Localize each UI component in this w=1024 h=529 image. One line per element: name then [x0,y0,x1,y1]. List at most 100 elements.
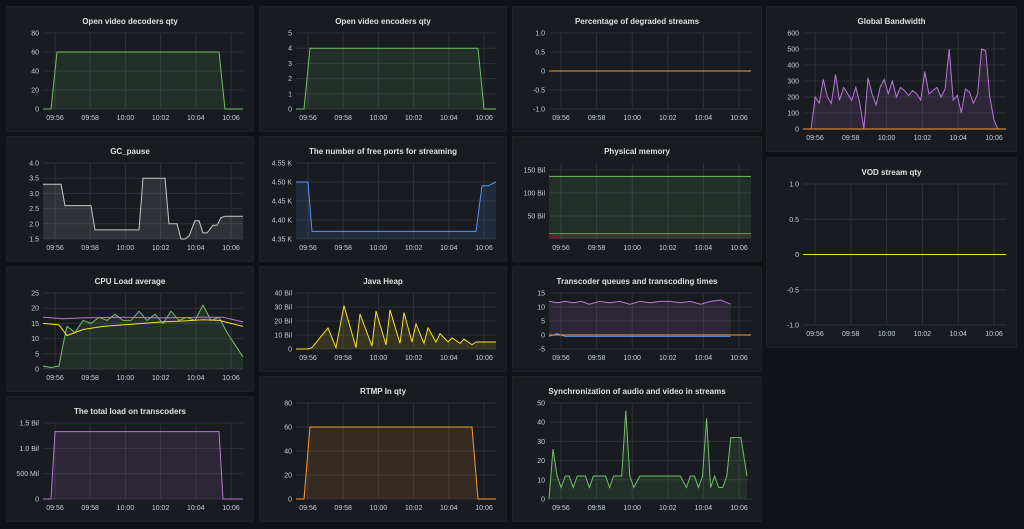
x-tick-label: 09:58 [334,355,352,362]
x-tick-label: 10:00 [370,115,388,122]
y-tick-label: 4.40 K [272,218,293,225]
x-tick-label: 10:00 [117,245,135,252]
y-tick-label: 100 [787,111,799,118]
x-tick-label: 10:02 [914,135,932,142]
chart-rtmp: 0 20 40 60 80 09:56 09:58 10:00 10:02 10:04 10:06 [284,401,496,512]
y-tick-label: 400 [787,63,799,70]
panel-bandwidth[interactable]: Global Bandwidth 0 100 200 300 400 500 600 09:56… [766,6,1017,152]
panel-title[interactable]: Transcoder queues and transcoding times [556,277,718,286]
x-tick-label: 09:56 [299,245,317,252]
panel-javaheap[interactable]: Java Heap 0 10 Bil 20 Bil 30 Bil 40 Bil 09:56 0… [259,266,507,372]
x-tick-label: 10:00 [117,115,135,122]
panel-rtmp[interactable]: RTMP In qty 0 20 40 60 80 09:56 09:58 10:00 10:02… [259,376,507,522]
x-tick-label: 10:06 [222,115,240,122]
panel-title[interactable]: Open video encoders qty [335,17,431,26]
y-tick-label: -1.0 [787,323,799,330]
y-tick-label: 0 [288,497,292,504]
y-tick-label: 150 Bil [524,167,546,174]
y-tick-label: 20 Bil [274,319,292,326]
y-tick-label: 10 Bil [274,333,292,340]
panel-title[interactable]: Physical memory [604,147,670,156]
series-line [42,304,244,369]
y-tick-label: 30 Bil [274,305,292,312]
x-tick-label: 10:00 [623,245,641,252]
x-tick-label: 10:02 [659,115,677,122]
y-tick-label: 100 Bil [524,190,546,197]
y-tick-label: 5 [288,31,292,38]
y-tick-label: 0 [541,69,545,76]
y-tick-label: 40 [284,449,292,456]
y-tick-label: -0.5 [533,88,545,95]
panel-title[interactable]: Global Bandwidth [857,17,926,26]
x-tick-label: 09:56 [46,505,64,512]
y-tick-label: 2 [288,76,292,83]
y-tick-label: 600 [787,31,799,38]
y-tick-label: 0 [35,497,39,504]
y-tick-label: 0 [288,347,292,354]
panel-memory[interactable]: Physical memory 50 Bil 100 Bil 150 Bil 09:56… [512,136,762,262]
panel-title[interactable]: Java Heap [363,277,403,286]
x-tick-label: 10:02 [659,245,677,252]
x-tick-label: 09:58 [81,115,99,122]
series-area [43,305,243,369]
panel-title[interactable]: Synchronization of audio and video in st… [548,387,726,396]
x-tick-label: 10:06 [730,355,748,362]
y-tick-label: 15 [537,291,545,298]
y-tick-label: 4.0 [29,161,39,168]
x-tick-label: 10:06 [730,115,748,122]
panel-title[interactable]: GC_pause [110,147,150,156]
y-tick-label: 4.50 K [272,180,293,187]
panel-title[interactable]: RTMP In qty [359,387,407,396]
y-tick-label: 10 [537,305,545,312]
x-tick-label: 10:00 [370,245,388,252]
y-tick-label: 1.0 [535,31,545,38]
y-tick-label: 500 [787,47,799,54]
x-tick-label: 09:56 [806,135,824,142]
panel-ports[interactable]: The number of free ports for streaming 4.… [259,136,507,262]
panel-title[interactable]: The number of free ports for streaming [308,147,458,156]
panel-cpu[interactable]: CPU Load average 0 5 10 15 20 25 09:56 09:58 10:0… [6,266,254,392]
panel-title[interactable]: The total load on transcoders [73,407,186,416]
panel-encoders[interactable]: Open video encoders qty 0 1 2 3 4 5 09:56 09:58 1… [259,6,507,132]
x-tick-label: 09:58 [588,355,606,362]
panel-gcpause[interactable]: GC_pause 1.5 2.0 2.5 3.0 3.5 4.0 09:56 09:58 10:0… [6,136,254,262]
y-tick-label: 25 [31,291,39,298]
y-tick-label: 0 [541,497,545,504]
panel-decoders[interactable]: Open video decoders qty 0 20 40 60 80 09:56 09:… [6,6,254,132]
panel-title[interactable]: Percentage of degraded streams [574,17,700,26]
chart-degraded: -1.0 -0.5 0 0.5 1.0 09:56 09:58 10:00 10:02 10:04… [533,31,751,122]
panel-vod[interactable]: VOD stream qty -1.0 -0.5 0 0.5 1.0 09:56 09:58 1… [766,157,1017,348]
panel-title[interactable]: Open video decoders qty [82,17,178,26]
chart-memory: 50 Bil 100 Bil 150 Bil 09:56 09:58 10:00 10:02… [524,163,751,252]
y-tick-label: 0 [795,127,799,134]
chart-ports: 4.35 K 4.40 K 4.45 K 4.50 K 4.55 K 09:56 09:58… [272,161,497,252]
panel-transcoder[interactable]: Transcoder queues and transcoding times -… [512,266,762,372]
x-tick-label: 10:06 [730,505,748,512]
x-tick-label: 10:02 [152,115,170,122]
x-tick-label: 10:04 [187,115,205,122]
chart-gcpause: 1.5 2.0 2.5 3.0 3.5 4.0 09:56 09:58 10:00 10:02 10… [29,161,243,252]
panel-degraded[interactable]: Percentage of degraded streams -1.0 -0.5 0 0… [512,6,762,132]
y-tick-label: 20 [284,473,292,480]
y-tick-label: 3.0 [29,191,39,198]
y-tick-label: 15 [31,321,39,328]
x-tick-label: 09:56 [299,355,317,362]
series-area [43,431,243,499]
y-tick-label: 4.45 K [272,199,293,206]
y-tick-label: 0 [541,333,545,340]
x-tick-label: 10:02 [152,505,170,512]
panel-sync[interactable]: Synchronization of audio and video in st… [512,376,762,522]
y-tick-label: -0.5 [787,287,799,294]
series-line [803,48,1006,130]
x-tick-label: 10:04 [440,115,458,122]
x-tick-label: 10:06 [475,355,493,362]
y-tick-label: 200 [787,95,799,102]
y-tick-label: -1.0 [533,107,545,114]
series-line [42,319,244,337]
chart-bandwidth: 0 100 200 300 400 500 600 09:56 09:58 10:00 10:02 1… [787,31,1006,142]
x-tick-label: 10:06 [475,115,493,122]
panel-title[interactable]: VOD stream qty [861,168,922,177]
y-tick-label: 60 [284,425,292,432]
panel-title[interactable]: CPU Load average [94,277,166,286]
panel-totalload[interactable]: The total load on transcoders 0 500 Mil 1.0… [6,396,254,522]
